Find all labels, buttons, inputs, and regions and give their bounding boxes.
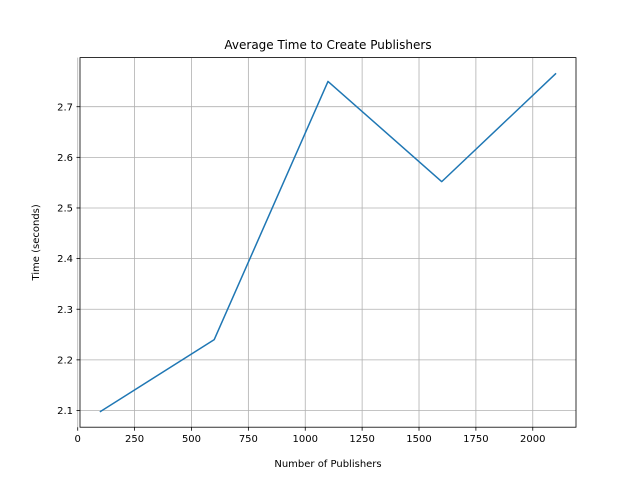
y-tick-label: 2.1 <box>57 406 73 417</box>
y-tick-label: 2.7 <box>57 102 73 113</box>
y-axis-ticks: 2.1 2.2 2.3 2.4 2.5 2.6 2.7 <box>57 102 80 417</box>
y-axis-label: Time (seconds) <box>31 204 42 281</box>
x-tick-label: 1750 <box>463 434 488 445</box>
x-tick-label: 750 <box>239 434 258 445</box>
x-tick-label: 1250 <box>349 434 374 445</box>
y-tick-label: 2.6 <box>57 153 73 164</box>
series-layer <box>99 72 557 413</box>
plot-frame <box>79 57 577 428</box>
y-tick-label: 2.3 <box>57 305 73 316</box>
chart-title: Average Time to Create Publishers <box>224 38 431 52</box>
y-tick-label: 2.2 <box>57 355 73 366</box>
x-tick-label: 250 <box>125 434 144 445</box>
series-line <box>99 72 557 413</box>
grid <box>77 57 576 428</box>
x-axis-label: Number of Publishers <box>274 459 381 470</box>
x-axis-ticks: 0 250 500 750 1000 1250 1500 1750 2000 <box>75 427 545 445</box>
y-tick-label: 2.4 <box>57 254 73 265</box>
x-tick-label: 0 <box>75 434 81 445</box>
y-tick-label: 2.5 <box>57 204 73 215</box>
x-tick-label: 1000 <box>293 434 318 445</box>
x-tick-label: 2000 <box>520 434 545 445</box>
x-tick-label: 1500 <box>406 434 431 445</box>
x-tick-label: 500 <box>182 434 201 445</box>
